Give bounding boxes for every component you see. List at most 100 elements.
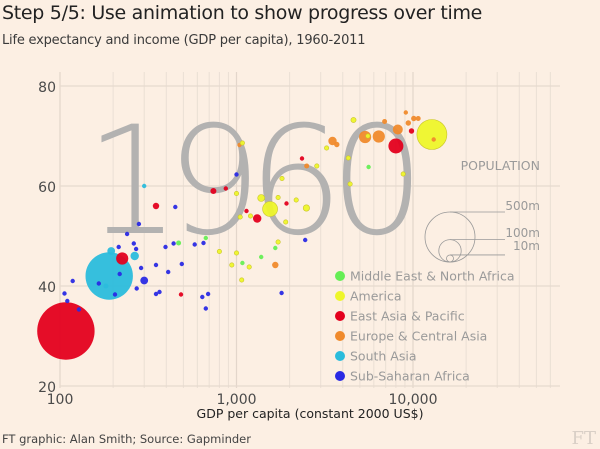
bubble-ssa [112,292,118,297]
region-legend: Middle East & North Africa America East As… [335,269,515,384]
bubble-ssa [192,242,197,247]
bubble-ssa [203,306,208,311]
population-legend-circle [446,254,454,263]
bubble-mena [273,245,278,251]
bubbles [37,110,448,360]
legend-label-ssa: Sub-Saharan Africa [350,369,470,384]
bubble-ssa [166,269,171,275]
bubble-ssa [96,281,102,286]
bubble-ssa [62,291,67,296]
bubble-ssa [136,221,142,227]
bubble-eca [415,116,421,121]
bubble-america [324,145,330,151]
legend-swatch-eca [335,331,345,341]
legend-label-america: America [350,289,402,304]
bubble-ssa [200,294,205,300]
bubble-eca [272,261,279,269]
bubble-eca [392,124,403,135]
bubble-america [350,117,357,123]
legend-label-eca: Europe & Central Asia [350,329,487,344]
bubble-america [234,250,240,256]
bubble-ssa [173,204,178,210]
bubble-eap [152,202,160,210]
bubble-mena [240,260,245,266]
bubble-america [248,213,254,219]
bubble-mena [259,254,264,260]
grid [59,72,560,388]
legend-swatch-sa [335,351,345,361]
bubble-america [246,264,252,270]
bubble-eap [388,138,404,154]
ft-logo: FT [571,428,597,449]
bubble-america [239,277,245,283]
bubble-ssa [153,291,159,297]
bubble-ssa [179,261,184,267]
population-legend-circle [438,239,462,263]
bubble-america [347,181,353,187]
bubble-eap [299,156,305,161]
bubble-america [345,155,351,161]
bubble-eca [372,130,385,143]
chart-subtitle: Life expectancy and income (GDP per capi… [2,33,366,48]
bubble-eca [411,115,417,122]
bubble-america [279,176,285,182]
population-legend-label: 100m [505,226,540,240]
bubble-ssa [65,298,70,304]
legend-label-mena: Middle East & North Africa [350,269,515,284]
population-legend-circle [424,211,476,263]
bubble-sa [142,183,147,189]
legend-label-eap: East Asia & Pacific [350,309,465,324]
bubble-ssa [138,265,144,271]
bubble-eap [408,128,415,134]
bubble-eca [334,141,340,148]
bubble-ssa [76,307,82,312]
source-credit: FT graphic: Alan Smith; Source: Gapminde… [2,432,251,446]
bubble-eap [116,252,129,265]
bubble-america [216,249,222,255]
bubble-ssa [205,291,211,297]
bubble-ssa [70,278,75,284]
legend-swatch-ssa [335,371,345,381]
bubble-ssa [131,241,136,246]
bubble-ssa [133,246,139,252]
y-axis: 20 40 60 80 [38,80,56,396]
population-legend-label: 500m [505,199,540,213]
bubble-sa [107,247,116,255]
bubble-america [283,219,289,225]
bubble-ssa [116,244,121,250]
y-tick-label: 20 [38,380,56,396]
bubble-america [302,204,310,212]
bubble-ssa [134,286,139,291]
x-tick-label: 10,000 [389,392,438,408]
bubble-eap [253,214,262,223]
bubble-ssa [117,271,122,277]
bubble-america [365,133,371,139]
legend-swatch-mena [335,271,345,281]
population-legend-title: POPULATION [461,158,540,173]
bubble-ssa [153,262,159,268]
bubble-america [239,140,245,146]
bubble-mena [366,164,371,170]
bubble-america [314,163,320,169]
year-label: 1960 [85,95,425,269]
bubble-ssa [140,276,149,285]
population-legend-label: 10m [513,239,540,253]
bubble-ssa [201,240,206,246]
bubble-mena [203,235,208,241]
bubble-eca [431,137,436,142]
bubble-eca [403,110,408,115]
x-axis-label: GDP per capita (constant 2000 US$) [197,406,424,421]
bubble-ssa [171,241,176,246]
x-tick-label: 100 [47,392,74,408]
x-axis: 100 1,000 10,000 [47,392,438,408]
bubble-america [237,214,243,220]
bubble-america [275,239,281,245]
bubble-ssa [124,231,130,237]
legend-swatch-eap [335,311,345,321]
bubble-sa [130,251,139,261]
bubble-eca [405,120,411,126]
bubble-america [229,262,235,268]
bubble-america [275,195,281,201]
